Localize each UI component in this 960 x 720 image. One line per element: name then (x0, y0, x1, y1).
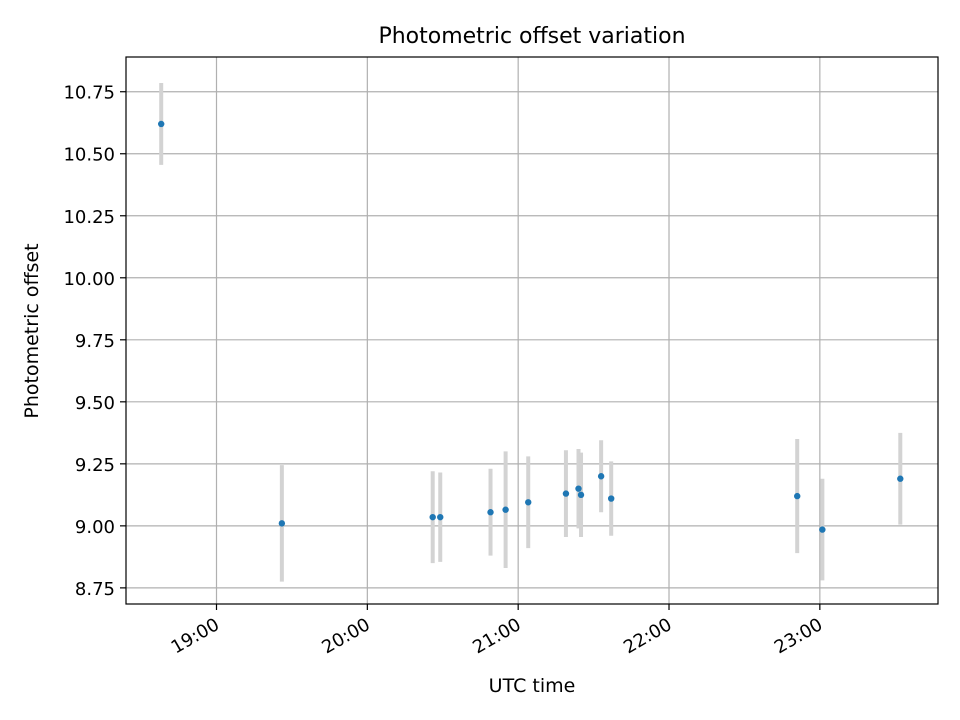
y-tick-label: 9.00 (75, 517, 115, 538)
x-tick-label: 21:00 (469, 614, 524, 658)
data-point (575, 485, 582, 492)
x-axis-label: UTC time (489, 675, 576, 697)
data-point (437, 513, 444, 521)
data-point (429, 513, 436, 521)
x-axis-ticks: 19:00 20:00 21:00 22:00 23:00 (168, 604, 826, 658)
x-tick-label: 19:00 (168, 614, 223, 658)
data-point (562, 490, 570, 497)
y-tick-label: 10.25 (63, 207, 115, 228)
plot-frame (125, 56, 939, 605)
y-tick-label: 10.75 (63, 83, 115, 104)
grid-lines (126, 57, 938, 604)
y-axis-label: Photometric offset (21, 243, 43, 418)
y-tick-label: 9.25 (75, 455, 115, 476)
y-tick-label: 10.00 (63, 269, 115, 290)
data-points (157, 120, 904, 533)
y-tick-label: 8.75 (75, 579, 115, 600)
data-point (502, 506, 509, 513)
data-point (278, 520, 286, 527)
data-point (597, 473, 605, 480)
data-point (157, 120, 165, 128)
chart-title: Photometric offset variation (378, 24, 685, 49)
data-point (607, 495, 615, 502)
data-point (794, 492, 801, 500)
y-tick-label: 9.50 (75, 393, 115, 414)
data-point (897, 475, 904, 482)
x-tick-label: 22:00 (620, 614, 675, 658)
x-tick-label: 23:00 (771, 614, 826, 658)
data-point (819, 526, 826, 533)
y-tick-label: 9.75 (75, 331, 115, 352)
x-tick-label: 20:00 (318, 614, 373, 658)
data-point (487, 509, 494, 516)
y-axis-ticks: 8.75 9.00 9.25 9.50 9.75 10.00 10.25 10.50 10.75 (63, 83, 126, 600)
data-point (525, 499, 532, 506)
error-bars (159, 83, 903, 582)
data-point (577, 491, 585, 499)
y-tick-label: 10.50 (63, 145, 115, 166)
